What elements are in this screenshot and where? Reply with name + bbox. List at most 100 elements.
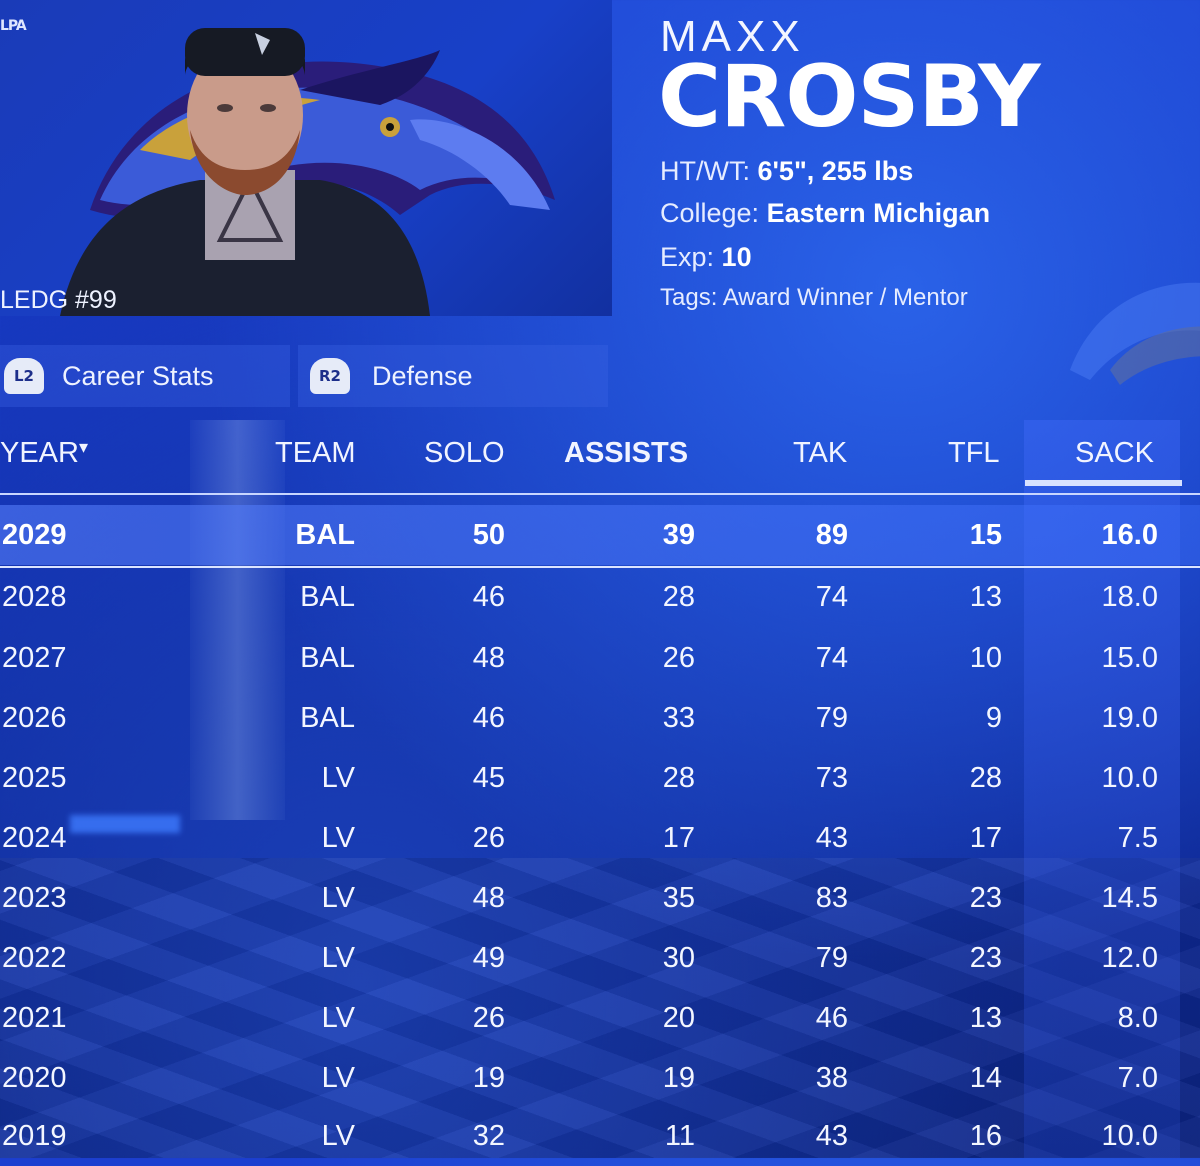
cell-assists: 28 [662, 762, 695, 794]
column-header-solo[interactable]: SOLO [424, 437, 505, 469]
cell-tak: 38 [815, 1062, 848, 1094]
cell-sack: 14.5 [1101, 882, 1158, 914]
cell-sack: 15.0 [1101, 642, 1158, 674]
cell-team: LV [321, 1062, 355, 1094]
cell-sack: 10.0 [1101, 762, 1158, 794]
cell-solo: 46 [472, 702, 505, 734]
tab-defense-label: Defense [372, 360, 473, 391]
cell-year: 2020 [2, 1062, 67, 1094]
column-header-assists[interactable]: ASSISTS [564, 437, 689, 469]
cell-team: BAL [300, 642, 355, 674]
cell-sack: 18.0 [1101, 581, 1158, 613]
cell-tfl: 10 [969, 642, 1002, 674]
cell-sack: 12.0 [1101, 942, 1158, 974]
cell-tfl: 9 [985, 702, 1002, 734]
cell-solo: 48 [472, 882, 505, 914]
cell-team: LV [321, 1002, 355, 1034]
bio-height-weight: HT/WT: 6'5", 255 lbs [660, 156, 913, 187]
arena-floor-background [0, 858, 1200, 1158]
cell-tfl: 15 [969, 519, 1002, 551]
cell-year: 2025 [2, 762, 67, 794]
column-header-year[interactable]: YEAR▾ [0, 437, 88, 470]
bio-height-weight-label: HT/WT: [660, 156, 750, 186]
cell-tfl: 14 [969, 1062, 1002, 1094]
bio-college: College: Eastern Michigan [660, 198, 990, 229]
cell-sack: 7.5 [1117, 822, 1158, 854]
player-portrait-panel: LPA LEDG #99 [0, 0, 612, 316]
cell-team: BAL [300, 581, 355, 613]
cell-sack: 16.0 [1101, 519, 1158, 551]
cell-tak: 74 [815, 581, 848, 613]
cell-assists: 19 [662, 1062, 695, 1094]
cell-tak: 83 [815, 882, 848, 914]
column-header-tfl[interactable]: TFL [948, 437, 1000, 469]
cell-year: 2023 [2, 882, 67, 914]
nflpa-logo: LPA [0, 18, 27, 34]
team-logo-watermark-icon [1070, 282, 1200, 385]
cell-tak: 73 [815, 762, 848, 794]
bio-height-weight-value: 6'5", 255 lbs [757, 156, 914, 186]
cell-tak: 89 [815, 519, 848, 551]
cell-year: 2026 [2, 702, 67, 734]
cell-year: 2021 [2, 1002, 67, 1034]
cell-team: BAL [295, 519, 355, 551]
column-header-team[interactable]: TEAM [275, 437, 356, 469]
table-row[interactable]: 2020 LV 19 19 38 14 7.0 [0, 1048, 1200, 1108]
cell-team: LV [321, 942, 355, 974]
table-row[interactable]: 2027 BAL 48 26 74 10 15.0 [0, 628, 1200, 688]
bio-experience: Exp: 10 [660, 242, 752, 273]
tab-career-stats-label: Career Stats [62, 360, 214, 391]
table-row[interactable]: 2026 BAL 46 33 79 9 19.0 [0, 688, 1200, 748]
cell-solo: 26 [472, 822, 505, 854]
column-header-tak[interactable]: TAK [793, 437, 848, 469]
tab-defense[interactable]: R2 Defense [298, 345, 608, 407]
table-row[interactable]: 2022 LV 49 30 79 23 12.0 [0, 928, 1200, 988]
bio-college-label: College: [660, 198, 760, 228]
cell-assists: 30 [662, 942, 695, 974]
cell-tfl: 23 [969, 882, 1002, 914]
player-position-number: LEDG #99 [0, 286, 117, 314]
bio-tags-value: Award Winner / Mentor [722, 284, 968, 311]
cell-tfl: 28 [969, 762, 1002, 794]
cell-year: 2022 [2, 942, 67, 974]
r2-trigger-icon: R2 [310, 358, 350, 394]
header-divider [0, 493, 1200, 495]
sorted-column-indicator [1025, 480, 1182, 486]
cell-team: BAL [300, 702, 355, 734]
cell-assists: 33 [662, 702, 695, 734]
player-last-name: CROSBY [658, 47, 1041, 147]
table-row[interactable]: 2019 LV 32 11 43 16 10.0 [0, 1106, 1200, 1166]
light-streak-decor [70, 815, 180, 833]
cell-sack: 10.0 [1101, 1120, 1158, 1152]
table-row[interactable]: 2021 LV 26 20 46 13 8.0 [0, 988, 1200, 1048]
cell-solo: 32 [472, 1120, 505, 1152]
selected-row-divider [0, 566, 1200, 568]
player-first-name: MAXX [660, 12, 805, 61]
cell-tak: 79 [815, 942, 848, 974]
cell-solo: 49 [472, 942, 505, 974]
table-row[interactable]: 2023 LV 48 35 83 23 14.5 [0, 868, 1200, 928]
table-row-selected[interactable]: 2029 BAL 50 39 89 15 16.0 [0, 505, 1200, 565]
cell-solo: 19 [472, 1062, 505, 1094]
cell-assists: 39 [662, 519, 695, 551]
cell-assists: 26 [662, 642, 695, 674]
bio-experience-value: 10 [721, 242, 752, 272]
cell-team: LV [321, 822, 355, 854]
table-row[interactable]: 2028 BAL 46 28 74 13 18.0 [0, 567, 1200, 627]
cell-tak: 79 [815, 702, 848, 734]
column-header-sack[interactable]: SACK [1075, 437, 1154, 469]
tab-career-stats[interactable]: L2 Career Stats [0, 345, 290, 407]
cell-assists: 35 [662, 882, 695, 914]
bio-tags-label: Tags: [660, 284, 718, 311]
cell-assists: 28 [662, 581, 695, 613]
table-row[interactable]: 2025 LV 45 28 73 28 10.0 [0, 748, 1200, 808]
l2-trigger-icon: L2 [4, 358, 44, 394]
cell-tak: 46 [815, 1002, 848, 1034]
cell-sack: 19.0 [1101, 702, 1158, 734]
column-header-year-label: YEAR [0, 437, 79, 469]
cell-sack: 8.0 [1117, 1002, 1158, 1034]
table-row[interactable]: 2024 LV 26 17 43 17 7.5 [0, 808, 1200, 868]
cell-team: LV [321, 1120, 355, 1152]
player-portrait-image [60, 28, 555, 316]
cell-year: 2027 [2, 642, 67, 674]
